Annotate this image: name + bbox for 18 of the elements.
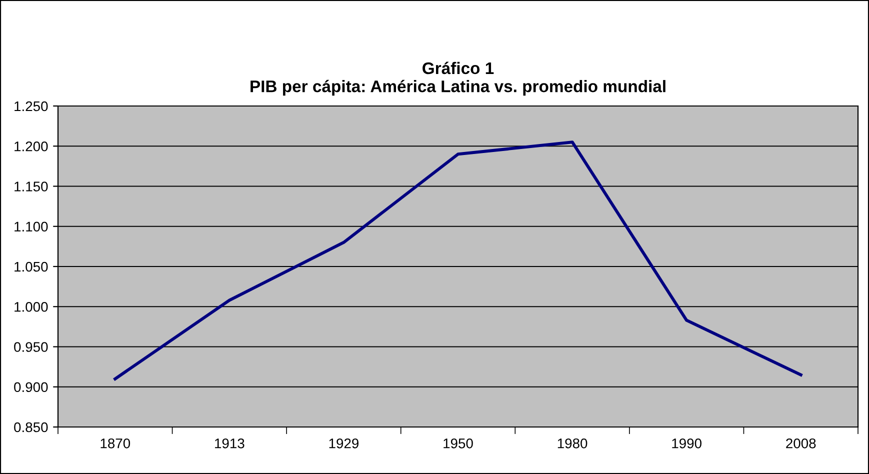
y-tick-label: 1.250 <box>14 101 48 112</box>
x-tick-label: 1980 <box>558 438 588 448</box>
y-tick-label: 0.850 <box>14 422 48 432</box>
y-tick-label: 1.000 <box>14 302 48 312</box>
x-tick-label: 1950 <box>444 438 473 448</box>
x-tick-label: 1929 <box>329 438 359 448</box>
y-tick-label: 1.050 <box>14 262 48 272</box>
x-tick-label: 2008 <box>786 438 816 448</box>
y-tick-label: 1.150 <box>14 182 48 192</box>
x-tick-label: 1913 <box>215 438 244 448</box>
x-tick-label: 1870 <box>100 438 130 448</box>
chart-title: Gráfico 1 PIB per cápita: América Latina vs. promedio mundial <box>250 62 666 96</box>
y-tick-label: 1.200 <box>14 141 48 152</box>
x-tick-label: 1990 <box>672 438 702 448</box>
y-tick-label: 1.100 <box>14 222 48 232</box>
line-series <box>114 140 802 380</box>
y-tick-label: 0.950 <box>14 342 48 352</box>
y-tick-label: 0.900 <box>14 382 48 392</box>
